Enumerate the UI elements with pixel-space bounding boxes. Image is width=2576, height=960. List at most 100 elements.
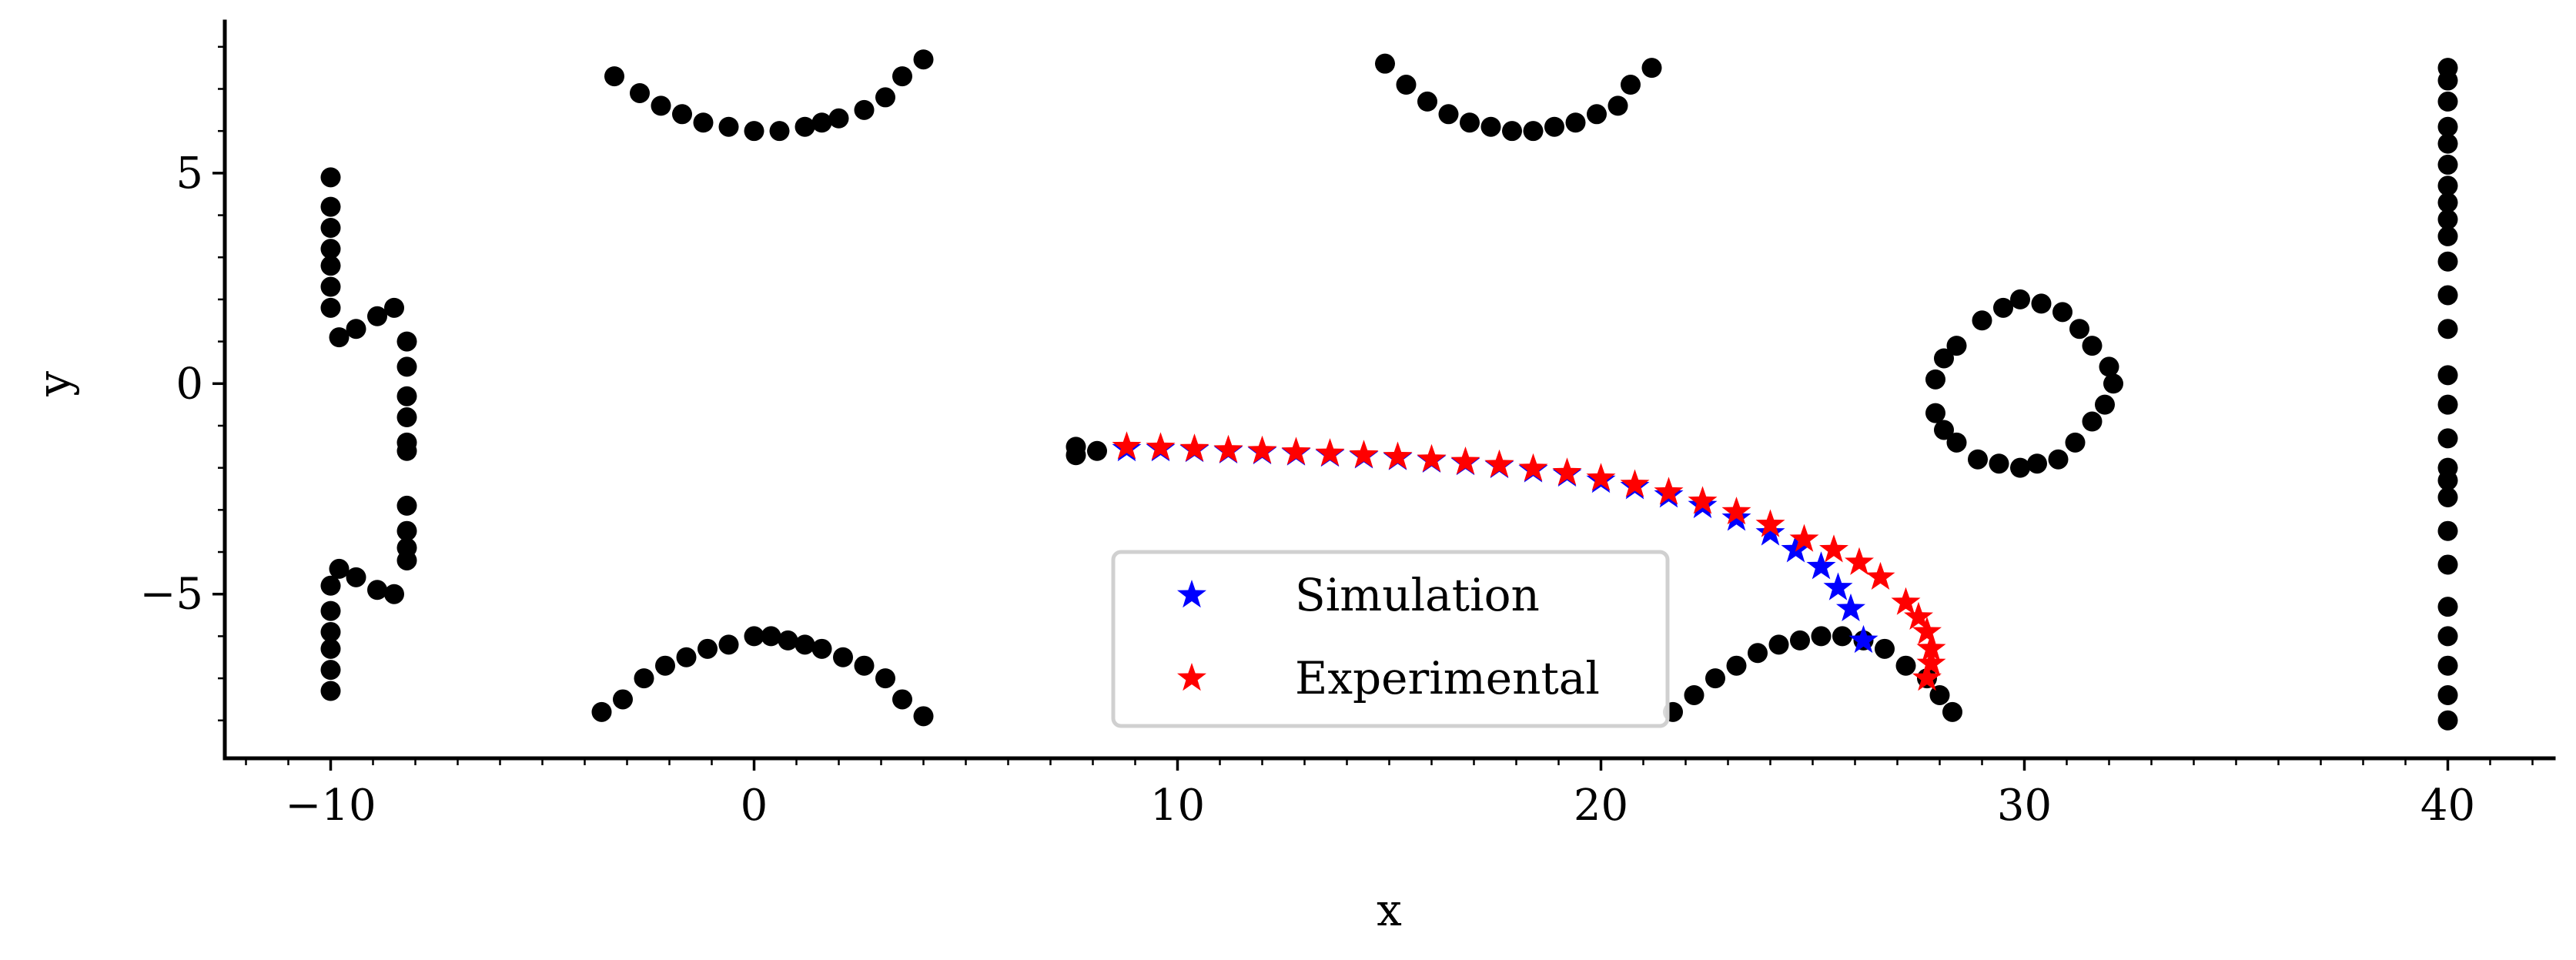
obstacle-point	[1832, 626, 1852, 647]
experimental-point	[1383, 441, 1413, 470]
obstacle-point	[396, 331, 417, 352]
obstacle-point	[320, 276, 341, 297]
obstacle-point	[367, 306, 387, 326]
obstacle-point	[1895, 655, 1916, 676]
experimental-point	[1912, 663, 1942, 691]
obstacle-point	[396, 386, 417, 406]
obstacle-point	[2437, 319, 2458, 340]
legend-box	[1111, 550, 1670, 728]
obstacle-point	[1480, 116, 1501, 137]
obstacle-point	[1748, 643, 1768, 664]
obstacle-point	[1417, 91, 1437, 112]
obstacle-point	[1768, 634, 1789, 655]
obstacle-point	[2010, 289, 2030, 309]
x-tick-label: 40	[2420, 781, 2475, 831]
obstacle-point	[651, 95, 671, 116]
obstacle-point	[1972, 310, 1992, 331]
obstacle-point	[320, 297, 341, 318]
experimental-point	[1865, 561, 1895, 590]
obstacle-point	[2027, 453, 2047, 474]
experimental-point	[1916, 648, 1946, 677]
obstacle-point	[1607, 95, 1628, 116]
simulation-point	[1806, 551, 1836, 580]
obstacle-point	[778, 630, 798, 651]
obstacle-point	[346, 567, 366, 587]
obstacle-point	[1875, 638, 1895, 659]
obstacle-point	[1438, 104, 1459, 125]
obstacle-point	[892, 689, 912, 710]
obstacle-point	[1790, 630, 1810, 651]
obstacle-point	[672, 104, 692, 125]
legend-marker-experimental	[1177, 663, 1206, 691]
obstacle-point	[1934, 420, 1954, 440]
series-layer	[1112, 431, 1946, 691]
obstacle-point	[833, 647, 853, 667]
obstacle-point	[913, 49, 934, 70]
obstacle-point	[2437, 116, 2458, 137]
experimental-point	[1586, 463, 1616, 491]
obstacle-point	[2065, 432, 2086, 453]
y-tick-label: −5	[139, 570, 203, 620]
obstacle-point	[1641, 58, 1662, 79]
obstacle-point	[892, 66, 912, 87]
obstacle-point	[2437, 520, 2458, 541]
experimental-point	[1904, 601, 1933, 630]
obstacle-point	[2437, 209, 2458, 230]
obstacle-point	[1375, 53, 1395, 74]
obstacle-point	[2437, 365, 2458, 386]
obstacle-point	[320, 256, 341, 276]
obstacle-point	[1066, 445, 1086, 466]
obstacle-point	[1989, 453, 2009, 474]
obstacle-point	[2437, 710, 2458, 731]
x-tick-label: 0	[741, 781, 768, 831]
obstacle-point	[320, 621, 341, 642]
obstacle-point	[1946, 336, 1967, 356]
y-tick-label: 5	[176, 149, 203, 199]
experimental-point	[1755, 509, 1785, 537]
y-axis-label: y	[28, 371, 80, 397]
obstacle-point	[320, 167, 341, 188]
obstacle-point	[320, 600, 341, 621]
obstacle-point	[913, 706, 934, 727]
obstacle-point	[1925, 369, 1945, 390]
obstacle-point	[1544, 116, 1564, 137]
obstacle-point	[718, 116, 739, 137]
obstacle-point	[2099, 356, 2119, 377]
obstacle-point	[396, 495, 417, 516]
obstacle-point	[655, 655, 675, 676]
experimental-point	[1450, 447, 1480, 475]
obstacle-point	[2437, 154, 2458, 175]
obstacle-point	[811, 638, 832, 659]
obstacle-point	[329, 558, 350, 579]
experimental-point	[1179, 433, 1209, 462]
obstacle-point	[2082, 336, 2103, 356]
obstacle-point	[828, 108, 849, 129]
experimental-point	[1620, 469, 1650, 497]
obstacle-point	[1523, 121, 1544, 142]
obstacle-point	[320, 217, 341, 238]
obstacle-point	[1684, 684, 1705, 705]
obstacle-point	[1587, 104, 1607, 125]
experimental-point	[1688, 486, 1718, 514]
experimental-point	[1916, 633, 1946, 661]
obstacle-point	[875, 668, 895, 689]
obstacle-point	[630, 82, 650, 103]
legend-label-simulation: Simulation	[1295, 569, 1540, 621]
obstacle-point	[761, 626, 781, 647]
obstacle-point	[854, 655, 875, 676]
experimental-point	[1281, 437, 1311, 465]
obstacle-point	[320, 660, 341, 681]
obstacle-point	[698, 638, 718, 659]
experimental-point	[1721, 497, 1751, 525]
obstacle-point	[396, 356, 417, 377]
obstacle-point	[320, 638, 341, 659]
x-tick-label: 10	[1150, 781, 1205, 831]
obstacle-point	[396, 440, 417, 461]
experimental-point	[1654, 477, 1684, 505]
obstacle-point	[2437, 285, 2458, 306]
obstacle-point	[2437, 251, 2458, 272]
experimental-point	[1112, 431, 1142, 460]
obstacle-point	[875, 87, 895, 108]
obstacle-point	[2437, 192, 2458, 213]
